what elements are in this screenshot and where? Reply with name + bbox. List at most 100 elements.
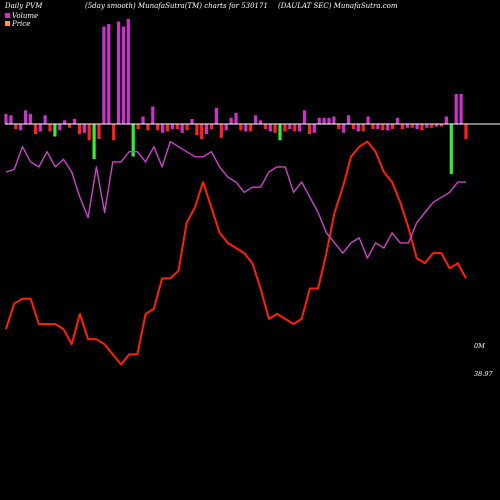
volume-bar	[224, 124, 228, 131]
volume-bar	[19, 124, 23, 131]
volume-bar	[175, 124, 179, 129]
volume-bar	[273, 124, 277, 133]
volume-bar	[337, 124, 341, 129]
volume-bar	[361, 124, 365, 132]
volume-bar	[87, 124, 91, 141]
volume-bar	[347, 115, 351, 125]
volume-bar	[141, 116, 145, 124]
volume-bar	[371, 124, 375, 129]
volume-bar	[14, 124, 18, 129]
volume-bar	[351, 124, 355, 129]
volume-bar	[410, 124, 414, 128]
volume-bar	[288, 124, 292, 129]
volume-bar	[376, 124, 380, 129]
volume-bar	[244, 124, 248, 132]
volume-bar	[82, 124, 86, 133]
volume-bar	[425, 124, 429, 128]
volume-bar	[9, 115, 13, 125]
trend-lines	[5, 140, 467, 366]
volume-bar	[322, 117, 326, 125]
volume-bar	[205, 124, 209, 134]
volume-bar	[121, 26, 125, 124]
legend-price-label: Price	[11, 20, 30, 28]
volume-bar	[307, 124, 311, 134]
volume-bar	[214, 107, 218, 125]
volume-bar	[327, 117, 331, 125]
chart-title: (5day smooth) MunafaSutra(TM) charts for…	[85, 2, 268, 10]
volume-bar	[28, 114, 33, 124]
volume-bar	[405, 124, 409, 128]
volume-bar	[131, 124, 135, 157]
volume-bar	[342, 124, 346, 133]
volume-bar	[126, 19, 130, 124]
volume-bar	[430, 124, 434, 128]
volume-bar	[72, 119, 77, 124]
volume-bar	[464, 124, 468, 139]
volume-bar	[278, 124, 282, 141]
volume-bar	[234, 112, 238, 125]
volume-bar	[156, 124, 160, 131]
volume-end-label: 0M	[474, 342, 485, 350]
volume-bar	[165, 124, 170, 132]
volume-bar	[43, 115, 47, 125]
volume-bar	[219, 124, 223, 138]
volume-bar	[107, 24, 111, 124]
price-end-label: 38.97	[474, 370, 493, 378]
volume-bar	[268, 124, 272, 132]
price-line	[5, 140, 467, 366]
volume-bar	[332, 116, 336, 124]
volume-bar	[48, 124, 52, 132]
volume-bar	[381, 124, 385, 131]
volume-bar	[395, 117, 400, 125]
volume-bar	[161, 124, 165, 133]
volume-bar	[435, 124, 439, 127]
volume-bar	[97, 124, 101, 139]
volume-bar	[136, 124, 140, 129]
volume-bar	[180, 124, 184, 133]
volume-bar	[4, 114, 8, 124]
volume-bar	[302, 110, 307, 125]
volume-bar	[33, 124, 37, 134]
volume-bar	[254, 115, 258, 125]
volume-bar	[420, 124, 424, 131]
volume-bar	[151, 106, 155, 124]
volume-bar	[298, 124, 302, 132]
volume-bar	[391, 124, 395, 129]
volume-bar	[195, 124, 199, 136]
volume-bar	[312, 124, 316, 133]
volume-bar	[77, 124, 81, 134]
volume-bar	[415, 124, 419, 129]
legend-volume-swatch	[5, 13, 10, 18]
volume-bar	[263, 124, 267, 129]
volume-bar	[258, 120, 263, 125]
volume-bar	[449, 124, 453, 174]
volume-bar	[170, 124, 174, 129]
volume-bar	[146, 124, 150, 131]
volume-bar	[229, 117, 233, 125]
volume-bar	[185, 124, 189, 131]
volume-bar	[53, 124, 57, 137]
volume-bar	[239, 124, 243, 131]
volume-bar	[439, 124, 444, 127]
header-left-label: Daily PVM	[4, 2, 43, 10]
legend-price-swatch	[5, 21, 10, 26]
volume-bar	[24, 110, 28, 125]
volume-bar	[112, 124, 116, 141]
legend-volume-label: Volume	[12, 12, 38, 20]
volume-bar	[190, 119, 194, 124]
volume-bar	[117, 21, 121, 124]
volume-bar	[366, 116, 370, 124]
volume-smooth-line	[5, 140, 466, 259]
volume-bar	[68, 124, 72, 128]
volume-bar	[200, 124, 204, 139]
volume-bar	[400, 124, 404, 129]
volume-bar	[63, 120, 67, 125]
volume-bar	[454, 94, 458, 124]
volume-bar	[293, 124, 297, 132]
volume-bar	[459, 94, 463, 124]
volume-bar	[317, 117, 321, 125]
volume-bars	[4, 19, 468, 174]
